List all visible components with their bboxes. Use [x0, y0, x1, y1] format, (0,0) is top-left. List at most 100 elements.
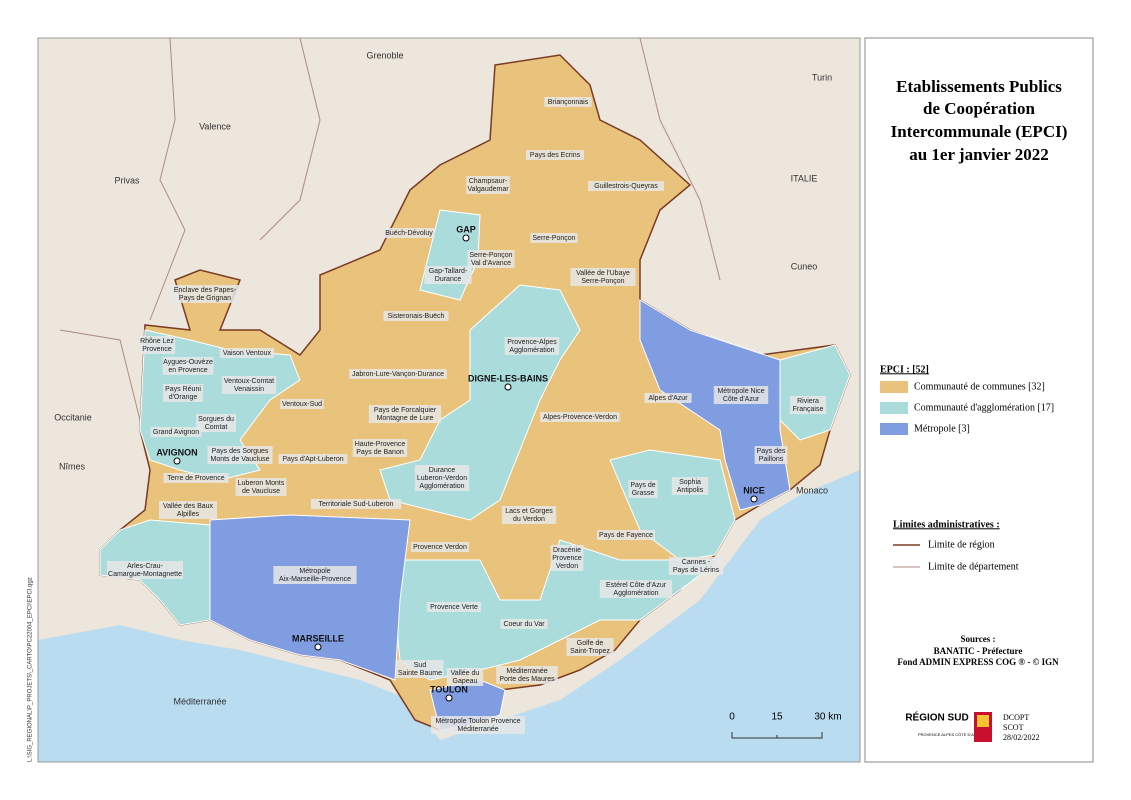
file-path: L:\SIG_REGIONAL\P_PROJETS\_CARTO\PC22004…	[28, 577, 34, 762]
legend-label: Communauté de communes [32]	[914, 381, 1045, 392]
epci-label: Agglomération	[419, 483, 464, 490]
title-line: Intercommunale (EPCI)	[891, 122, 1068, 141]
prefecture-dot	[173, 457, 181, 465]
epci-label: Verdon	[556, 563, 578, 570]
prefecture-label: MARSEILLE	[292, 633, 344, 643]
epci-label: Pays de Fayence	[599, 532, 653, 539]
epci-label-bg	[221, 376, 277, 394]
sources-line: Fond ADMIN EXPRESS COG ® - © IGN	[897, 657, 1059, 667]
epci-label-bg	[530, 233, 578, 243]
epci-label-bg	[170, 285, 240, 303]
epci-label: Sisteronais-Buëch	[388, 313, 445, 320]
epci-label: Grasse	[632, 490, 655, 497]
epci-label-bg	[501, 506, 557, 524]
epci-label: Venaissin	[234, 386, 264, 393]
epci-label: Porte des Maures	[499, 676, 555, 683]
epci-label-bg	[566, 638, 614, 656]
epci-label-bg	[207, 446, 273, 464]
epci-label: Vaison Ventoux	[223, 350, 272, 357]
prefecture-label: GAP	[456, 224, 476, 234]
side-panel	[864, 37, 1094, 763]
epci-label-bg	[383, 228, 435, 238]
epci-label: Provence Verte	[430, 604, 478, 611]
legend-swatch	[880, 423, 908, 435]
epci-label: Ventoux-Comtat	[224, 378, 274, 385]
place-label: Valence	[199, 121, 231, 131]
epci-label: Agglomération	[509, 347, 554, 354]
epci-label-bg	[588, 181, 664, 191]
epci-label: Monts de Vaucluse	[210, 456, 269, 463]
epci-label: Provence	[142, 346, 172, 353]
epci-label: Provence	[552, 555, 582, 562]
epci-label: Provence Verdon	[413, 544, 467, 551]
epci-label-bg	[368, 405, 442, 423]
epci-label-bg	[544, 97, 592, 107]
epci-label-bg	[411, 542, 469, 552]
epci-label: Coeur du Var	[503, 621, 545, 628]
epci-label: Lacs et Gorges	[505, 508, 553, 515]
scale-bar	[731, 732, 823, 739]
place-label: Méditerranée	[173, 696, 226, 706]
legend-swatch	[880, 402, 908, 414]
prefecture-label: NICE	[743, 485, 765, 495]
credit-line: SCOT	[1003, 723, 1024, 732]
epci-label-bg	[713, 386, 769, 404]
map-frame	[37, 37, 861, 763]
place-label: Turin	[812, 72, 832, 82]
epci-label: Enclave des Papes-	[174, 287, 237, 294]
limit-label: Limite de région	[928, 539, 995, 550]
epci-label: Alpilles	[177, 511, 200, 518]
epci-label: Pays d'Apt-Luberon	[282, 456, 343, 463]
epci-label: Valgaudemar	[467, 186, 509, 193]
epci-label-bg	[431, 716, 525, 734]
epci-label: Aix-Marseille-Provence	[279, 576, 351, 583]
epci-label: Pays de Banon	[356, 449, 404, 456]
place-label: Occitanie	[54, 412, 92, 422]
scale-label: 30 km	[814, 712, 841, 723]
epci-label-bg	[235, 478, 287, 496]
epci-label: Pays des Sorgues	[212, 448, 269, 455]
map-labels: Grenoble Valence Privas Turin ITALIE Cuneo Occ…	[54, 50, 832, 734]
epci-label: Française	[793, 406, 824, 413]
place-label: Monaco	[796, 485, 828, 495]
epci-label-bg	[273, 566, 357, 584]
epci-label-bg	[424, 266, 472, 284]
epci-label: Antipolis	[677, 487, 704, 494]
place-label: ITALIE	[791, 173, 818, 183]
epci-label-bg	[219, 348, 275, 358]
epci-label: Pays Réuni	[165, 386, 201, 393]
department-limits	[59, 38, 721, 421]
scale-label: 0	[729, 712, 735, 723]
epci-label-bg	[644, 393, 692, 403]
title-line: de Coopération	[923, 99, 1035, 118]
epci-label-bg	[671, 477, 709, 495]
epci-label: Métropole Nice	[717, 388, 764, 395]
epci-label-bg	[426, 602, 482, 612]
epci-label: Pays de Forcalquier	[374, 407, 437, 414]
epci-label: Sophia	[679, 479, 701, 486]
epci-label-bg	[163, 473, 229, 483]
epci-label: Guillestrois-Queyras	[594, 183, 658, 190]
epci-label-bg	[310, 499, 402, 509]
prefecture-label: TOULON	[430, 684, 468, 694]
place-label: Grenoble	[366, 50, 403, 60]
epci-label: Pays des	[757, 448, 786, 455]
epci-label: Serre-Ponçon	[469, 252, 512, 259]
epci-label-bg	[162, 357, 214, 375]
epci-label: Serre-Ponçon	[581, 278, 624, 285]
epci-label: Métropole	[299, 568, 330, 575]
epci-label-bg	[504, 337, 560, 355]
sources: Sources : BANATIC - Préfecture Fond ADMI…	[897, 634, 1059, 667]
metropoles	[209, 299, 791, 731]
scale-label: 15	[771, 712, 783, 723]
epci-label: Provence-Alpes	[507, 339, 557, 346]
epci-label: Haute-Provence	[355, 441, 406, 448]
epci-label: Territoriale Sud-Luberon	[318, 501, 393, 508]
epci-label: Riviera	[797, 398, 819, 405]
epci-label: Montagne de Lure	[377, 415, 434, 422]
epci-label: Méditerranée	[457, 726, 498, 733]
epci-label-bg	[138, 336, 176, 354]
epci-label: Gap-Tallard-	[429, 268, 468, 275]
epci-label: Pays des Ecrins	[530, 152, 581, 159]
